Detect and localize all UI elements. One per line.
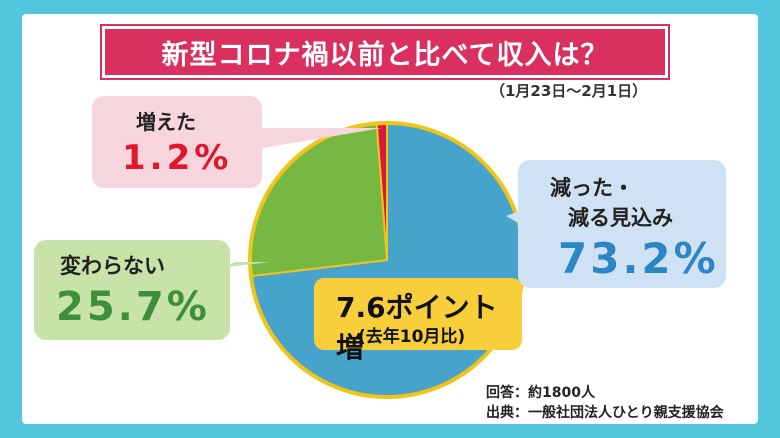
value-label-same: 25.7% — [56, 284, 210, 330]
pie-slice-increased — [375, 122, 388, 261]
change-note-main: 7.6ポイント増 — [336, 291, 498, 364]
leader-same — [218, 262, 270, 268]
label-increased: 増えた — [136, 110, 196, 134]
label-decreased-line2: 減る見込み — [568, 206, 673, 230]
chart-title: 新型コロナ禍以前と比べて収入は？ — [100, 24, 670, 80]
label-decreased-line1: 減った・ — [550, 176, 634, 200]
change-note-sub: (去年10月比) — [358, 327, 466, 347]
leader-increased — [250, 128, 382, 150]
label-same: 変わらない — [60, 254, 165, 278]
value-label-decreased: 73.2% — [558, 234, 719, 283]
change-note: 7.6ポイント増 (去年10月比) — [314, 278, 522, 364]
survey-period: （1月23日〜2月1日） — [490, 82, 648, 100]
label-box-same: 変わらない 25.7% — [34, 240, 230, 340]
label-box-increased: 増えた 1.2% — [92, 96, 262, 188]
value-label-increased: 1.2% — [122, 138, 233, 178]
respondents-note: 回答：約1800人 — [486, 385, 595, 401]
label-box-decreased: 減った・ 減る見込み 73.2% — [518, 160, 726, 288]
source-note: 出典：一般社団法人ひとり親支援協会 — [486, 405, 724, 421]
pie-slice-same — [250, 123, 389, 278]
